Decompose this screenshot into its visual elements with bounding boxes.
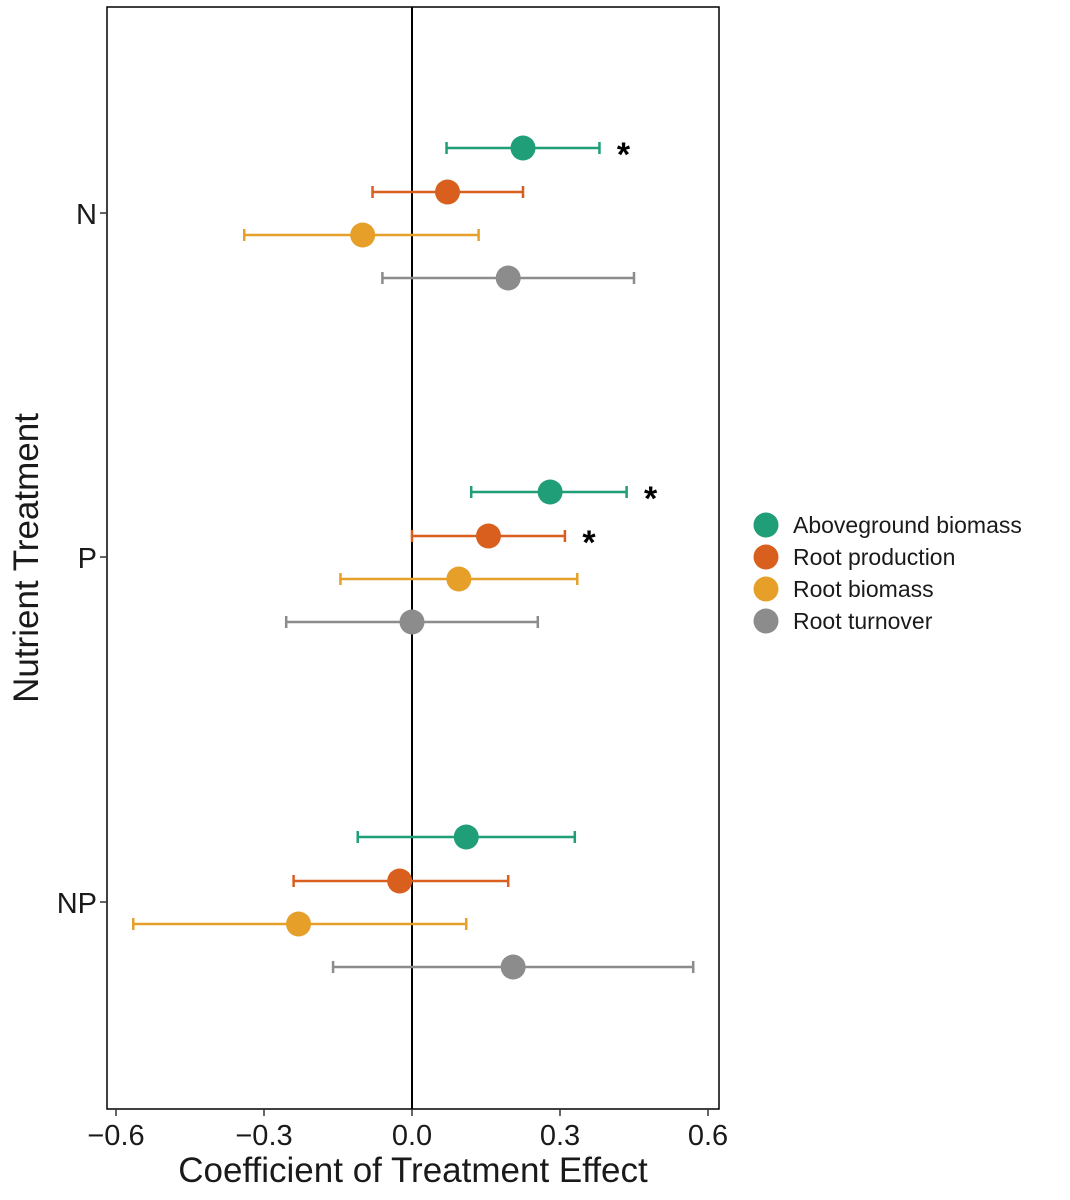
point-root-production-n <box>435 179 461 205</box>
significance-marker: * <box>617 136 631 174</box>
legend-key-aboveground-biomass <box>753 512 779 538</box>
point-root-turnover-p <box>399 609 425 635</box>
point-root-production-np <box>387 868 413 894</box>
x-axis-title: Coefficient of Treatment Effect <box>178 1151 648 1190</box>
x-tick-label: −0.3 <box>235 1120 292 1152</box>
significance-marker: * <box>582 524 596 562</box>
legend-label: Root production <box>793 544 955 570</box>
legend: Aboveground biomass Root production Root b… <box>753 512 1022 634</box>
point-root-biomass-p <box>446 566 472 592</box>
point-aboveground-biomass-p <box>537 479 563 505</box>
data-marks: * * * <box>132 135 695 980</box>
significance-marker: * <box>644 480 658 518</box>
y-tick-label-np: NP <box>57 888 97 920</box>
legend-key-root-production <box>753 544 779 570</box>
legend-label: Aboveground biomass <box>793 512 1022 538</box>
y-tick-label-p: P <box>78 543 97 575</box>
point-aboveground-biomass-n <box>510 135 536 161</box>
x-tick-label: −0.6 <box>87 1120 144 1152</box>
legend-label: Root turnover <box>793 608 933 634</box>
legend-label: Root biomass <box>793 576 934 602</box>
point-root-biomass-np <box>286 911 312 937</box>
x-tick-label: 0.6 <box>688 1120 728 1152</box>
legend-key-root-biomass <box>753 576 779 602</box>
point-root-biomass-n <box>350 222 376 248</box>
point-root-turnover-n <box>495 265 521 291</box>
y-axis-title: Nutrient Treatment <box>7 413 46 703</box>
point-aboveground-biomass-np <box>453 824 479 850</box>
y-tick-label-n: N <box>76 199 97 231</box>
x-tick-label: 0.3 <box>540 1120 580 1152</box>
point-root-turnover-np <box>500 954 526 980</box>
legend-key-root-turnover <box>753 608 779 634</box>
x-tick-label: 0.0 <box>392 1120 432 1152</box>
x-axis: −0.6 −0.3 0.0 0.3 0.6 <box>87 1109 728 1152</box>
point-root-production-p <box>475 523 501 549</box>
